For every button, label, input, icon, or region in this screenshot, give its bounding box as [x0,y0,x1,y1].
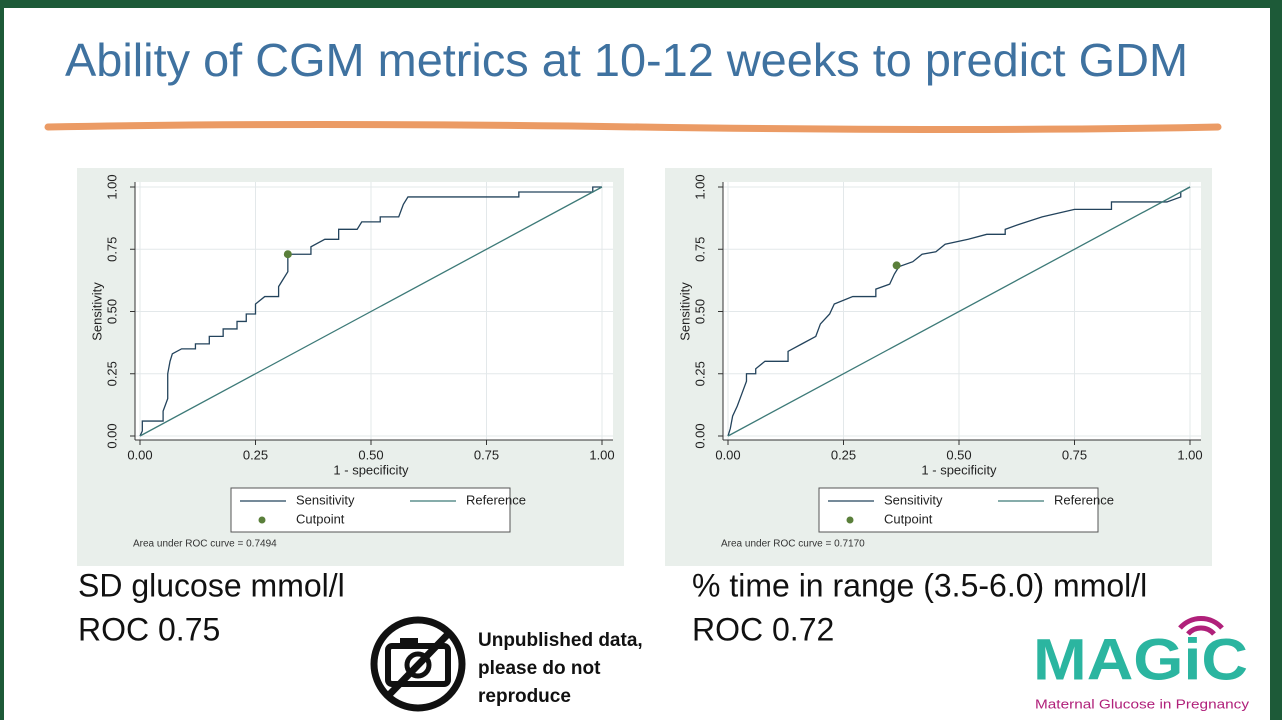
y-axis-title: Sensitivity [89,282,104,341]
y-tick-label: 0.75 [104,237,119,262]
annotation: Area under ROC curve = 0.7170 [721,539,865,550]
cutpoint [892,261,901,270]
notice-line: reproduce [478,686,571,707]
x-tick-label: 0.25 [831,447,856,462]
y-tick-label: 1.00 [104,174,119,199]
legend [230,487,511,533]
logo-name: MAGiC [1033,627,1248,692]
series-line [727,186,1191,437]
x-tick-label: 0.00 [127,447,152,462]
logo-signal [1178,616,1224,636]
cutpoint [283,250,292,259]
x-tick-label: 0.75 [474,447,499,462]
caption-metric: % time in range (3.5-6.0) mmol/l [692,567,1147,603]
series-line [139,186,602,437]
y-tick-label: 0.25 [692,361,707,386]
x-tick-label: 0.50 [358,447,383,462]
legend-label: Reference [466,492,526,507]
y-tick-label: 0.25 [104,361,119,386]
y-tick-label: 0.00 [692,423,707,448]
caption-metric: SD glucose mmol/l [78,567,345,603]
logo-tagline: Maternal Glucose in Pregnancy [1035,696,1250,711]
series-line [727,186,1191,437]
caption-roc: ROC 0.72 [692,611,834,647]
x-tick-label: 0.75 [1062,447,1087,462]
x-axis-title: 1 - specificity [921,462,997,477]
x-tick-label: 0.50 [946,447,971,462]
legend-label: Sensitivity [296,492,355,507]
annotation: Area under ROC curve = 0.7494 [133,539,277,550]
notice-line: please do not [478,658,601,679]
legend-label: Sensitivity [884,492,943,507]
x-tick-label: 0.25 [243,447,268,462]
y-tick-label: 1.00 [692,174,707,199]
underline [44,121,1222,133]
x-tick-label: 1.00 [589,447,614,462]
legend-label: Reference [1054,492,1114,507]
x-tick-label: 0.00 [715,447,740,462]
x-axis-title: 1 - specificity [333,462,409,477]
slide-title: Ability of CGM metrics at 10-12 weeks to… [65,34,1188,86]
y-tick-label: 0.00 [104,423,119,448]
legend-label: Cutpoint [296,511,345,526]
notice-line: Unpublished data, [478,630,643,651]
legend-marker [846,516,854,524]
legend-label: Cutpoint [884,511,933,526]
caption-roc: ROC 0.75 [78,611,220,647]
x-tick-label: 1.00 [1177,447,1202,462]
series-line [139,186,603,437]
y-tick-label: 0.50 [692,299,707,324]
legend [818,487,1099,533]
legend-marker [258,516,266,524]
y-axis-title: Sensitivity [677,282,692,341]
y-tick-label: 0.75 [692,237,707,262]
no-camera-icon [370,616,466,712]
y-tick-label: 0.50 [104,299,119,324]
